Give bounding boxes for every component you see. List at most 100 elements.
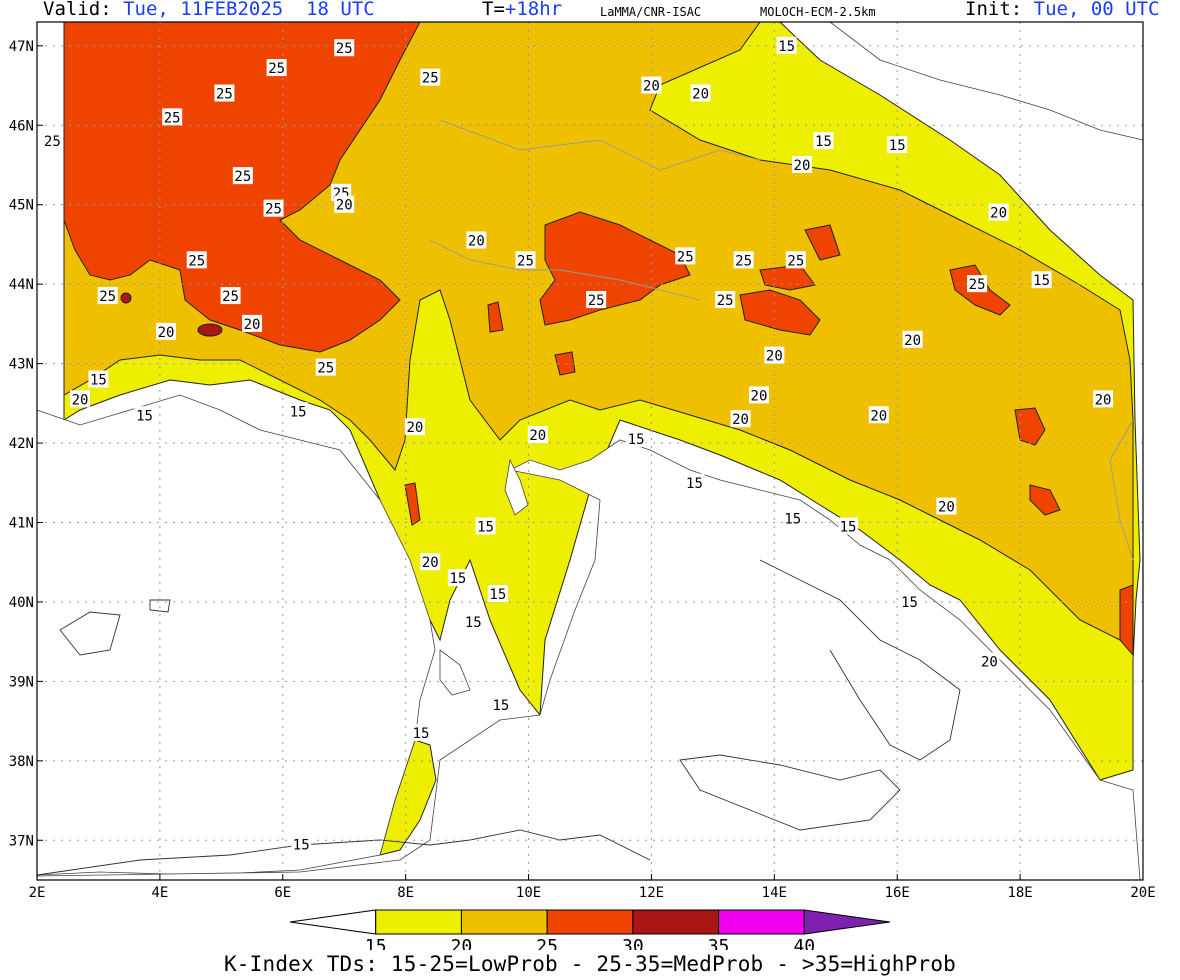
contour-label: 15 (901, 595, 918, 611)
contour-label: 20 (766, 349, 783, 365)
contour-label: 25 (234, 169, 251, 185)
lon-label: 10E (516, 885, 541, 901)
sea-adriatic-small (504, 458, 529, 516)
lat-label: 37N (9, 833, 34, 849)
k25-area-corsica (404, 482, 421, 526)
lat-label: 46N (9, 118, 34, 134)
contour-label-bg (1031, 271, 1052, 289)
contour-label-bg (967, 275, 988, 293)
contour-label-bg (813, 132, 834, 150)
colorbar: 15 20 25 30 35 40 (289, 909, 891, 950)
contour-label: 25 (677, 249, 694, 265)
contour-label: 20 (938, 500, 955, 516)
graticule (37, 22, 1143, 880)
contour-label-bg (838, 517, 859, 535)
lon-label: 6E (274, 885, 291, 901)
lon-label: 4E (151, 885, 168, 901)
lat-label: 40N (9, 595, 34, 611)
colorbar-tick-label: 35 (708, 936, 730, 950)
sea-tyrrhenian (36, 439, 1141, 881)
contour-label-bg (220, 287, 241, 305)
contour-label: 20 (1095, 392, 1112, 408)
k25-area-west (63, 21, 421, 353)
contour-label: 20 (422, 555, 439, 571)
contour-label-bg (447, 569, 468, 587)
coastline-balearic (59, 611, 121, 656)
colorbar-tick-label: 30 (622, 936, 644, 950)
k30-spot-2 (120, 292, 132, 304)
t-value: +18hr (504, 0, 563, 20)
kindex-field (63, 21, 1141, 856)
coastline-south-italy (759, 559, 961, 761)
contour-label-bg (214, 84, 235, 102)
contour-label: 20 (468, 233, 485, 249)
k25-area-east4 (1014, 407, 1046, 446)
contour-label: 25 (222, 289, 239, 305)
contour-label: 20 (732, 412, 749, 428)
contour-label-bg (420, 68, 441, 86)
contour-label-bg (263, 199, 284, 217)
contour-label: 15 (840, 519, 857, 535)
contour-label-bg (42, 132, 63, 150)
contour-label-bg (134, 406, 155, 424)
contour-label-bg (291, 835, 312, 853)
contour-label-bg (527, 426, 548, 444)
k25-area-small2 (487, 301, 504, 333)
contour-label-bg (156, 322, 177, 340)
contour-label: 15 (293, 837, 310, 853)
contour-label-bg (936, 497, 957, 515)
contour-label: 25 (164, 110, 181, 126)
contour-label: 20 (751, 388, 768, 404)
contour-label: 15 (686, 476, 703, 492)
contour-label: 25 (787, 253, 804, 269)
lon-label: 12E (639, 885, 664, 901)
contour-label-bg (334, 195, 355, 213)
contour-label-bg (791, 156, 812, 173)
contour-label: 20 (981, 655, 998, 671)
contour-label: 15 (413, 726, 430, 742)
contour-label: 15 (1033, 273, 1050, 289)
init-value: Tue, 00 UTC (1033, 0, 1160, 20)
contour-label-bg (242, 314, 263, 332)
contour-label: 25 (44, 134, 61, 150)
lon-label: 20E (1130, 885, 1155, 901)
border-north (439, 119, 761, 171)
source-label: LaMMA/CNR-ISAC (600, 5, 702, 19)
contour-label: 20 (158, 325, 175, 341)
contour-label-bg (988, 203, 1009, 221)
contour-label-bg (334, 39, 355, 57)
lat-label: 38N (9, 754, 34, 770)
contour-label: 25 (216, 87, 233, 103)
contour-label: 15 (90, 373, 107, 389)
contour-label-bg (684, 473, 705, 491)
coastline-sicily (679, 754, 901, 831)
contour-label-bg (715, 291, 736, 309)
lat-label: 41N (9, 516, 34, 532)
contour-label: 25 (99, 289, 116, 305)
valid-time: Valid: Tue, 11FEB2025 18 UTC (43, 0, 375, 22)
contour-label: 15 (492, 698, 509, 714)
contour-label-bg (748, 386, 769, 404)
contour-label: 25 (517, 253, 534, 269)
contour-label: 25 (188, 253, 205, 269)
contour-label: 25 (735, 253, 752, 269)
contour-label: 15 (449, 571, 466, 587)
plot-frame (36, 21, 1144, 881)
contour-label-bg (186, 251, 207, 269)
contour-label: 15 (477, 519, 494, 535)
model-label: MOLOCH-ECM-2.5km (760, 5, 876, 19)
coastlines (36, 119, 1134, 876)
contour-label-bg (733, 251, 754, 269)
contour-label-bg (887, 136, 908, 154)
contour-label-bg (315, 358, 336, 376)
contour-label-bg (266, 59, 287, 77)
contour-label-bg (232, 167, 253, 185)
contour-label-bg (420, 553, 441, 571)
contour-label: 20 (336, 198, 353, 214)
contour-label: 20 (794, 158, 811, 174)
contour-label: 25 (717, 293, 734, 309)
contour-label: 15 (815, 134, 832, 150)
contour-label-bg (626, 430, 647, 448)
coastline-east (1109, 419, 1134, 561)
contour-label: 25 (588, 293, 605, 309)
